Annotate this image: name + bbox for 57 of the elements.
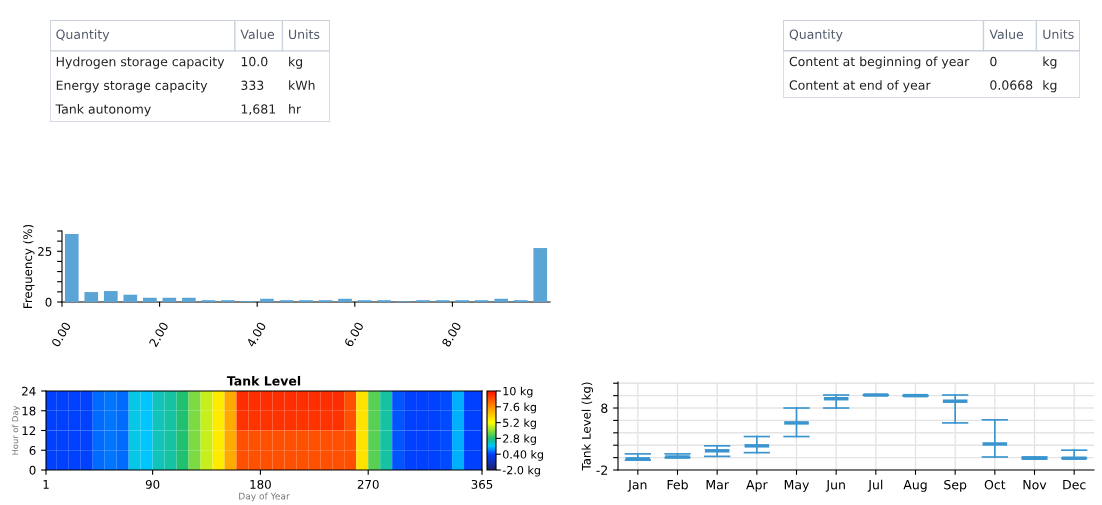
- text: 0: [990, 56, 997, 67]
- x-tick-label: Aug: [903, 480, 927, 492]
- x-tick-label: Sep: [944, 479, 967, 492]
- category-label: Units: [289, 29, 320, 40]
- y-tick-label: -2: [596, 465, 608, 475]
- x-tick-label: Feb: [667, 479, 688, 490]
- y-tick-label: 8: [601, 403, 608, 413]
- color-bar-label: 2.8 kg: [503, 434, 536, 445]
- text: kg: [289, 56, 303, 69]
- text: Tank autonomy: [55, 104, 151, 117]
- y-tick-label: 12: [22, 426, 36, 435]
- x-tick-label: May: [784, 480, 810, 492]
- x-tick-label: Mar: [706, 480, 729, 490]
- y-tick-label: 25: [38, 247, 52, 256]
- text: kWh: [289, 80, 315, 90]
- y-tick-label: 6: [29, 445, 36, 455]
- x-tick-label: Nov: [1023, 480, 1047, 490]
- x-axis-title: Day of Year: [239, 492, 290, 502]
- category-label: Units: [1043, 29, 1074, 39]
- x-tick-label: 270: [357, 479, 379, 489]
- y-axis-title: Hour of Day: [11, 405, 20, 455]
- text: Content at beginning of year: [789, 56, 970, 69]
- x-tick-label: 365: [471, 479, 493, 489]
- x-tick-label: Jun: [825, 480, 845, 492]
- color-bar-label: 10 kg: [503, 386, 533, 398]
- category-label: Value: [240, 29, 275, 40]
- text: kg: [1043, 80, 1057, 93]
- text: Content at end of year: [789, 80, 931, 93]
- category-label: Value: [989, 29, 1024, 39]
- y-tick-label: 18: [22, 406, 36, 416]
- x-tick-label: 180: [250, 479, 271, 489]
- color-bar-label: 0.40 kg: [502, 449, 543, 461]
- x-tick-label: Apr: [746, 480, 768, 492]
- y-axis-title: Frequency (%): [23, 224, 35, 308]
- text: Energy storage capacity: [56, 80, 208, 93]
- text: Hydrogen storage capacity: [56, 56, 225, 69]
- x-tick-label: Jan: [627, 480, 647, 492]
- x-tick-label: Dec: [1063, 480, 1086, 490]
- category-label: Quantity: [56, 29, 110, 42]
- category-label: Quantity: [789, 29, 843, 42]
- text: 0.0668: [990, 80, 1033, 90]
- text: 1,681: [241, 104, 276, 116]
- text: kg: [1043, 56, 1057, 69]
- color-bar-label: -2.0 kg: [502, 465, 540, 477]
- text: 333: [241, 80, 264, 91]
- y-tick-label: 24: [22, 386, 36, 396]
- x-tick-label: 1: [43, 480, 49, 489]
- x-tick-label: Jul: [867, 479, 883, 492]
- y-tick-label: 0: [29, 465, 36, 475]
- x-tick-label: Oct: [984, 479, 1006, 490]
- text: 10.0: [241, 56, 268, 67]
- x-tick-label: 90: [145, 479, 160, 489]
- text: hr: [289, 104, 302, 114]
- color-bar-label: 5.2 kg: [503, 418, 536, 430]
- color-bar-label: 7.6 kg: [503, 402, 536, 414]
- chart-title: Tank Level: [226, 375, 301, 386]
- y-axis-title: Tank Level (kg): [581, 382, 594, 471]
